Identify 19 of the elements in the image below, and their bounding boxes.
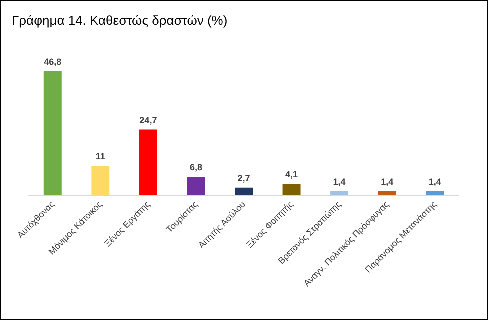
data-label: 24,7 bbox=[140, 115, 158, 126]
data-label: 1,4 bbox=[381, 176, 394, 187]
bar bbox=[330, 191, 349, 195]
data-label: 4,1 bbox=[286, 170, 298, 180]
data-label: 46,8 bbox=[44, 56, 62, 67]
data-label: 2,7 bbox=[238, 173, 250, 184]
data-label: 11 bbox=[96, 151, 106, 162]
bar bbox=[426, 191, 444, 195]
data-label: 1,4 bbox=[428, 176, 442, 187]
bar bbox=[378, 191, 396, 195]
bar bbox=[235, 188, 253, 195]
bar bbox=[44, 71, 62, 195]
chart-title: Γράφημα 14. Καθεστώς δραστών (%) bbox=[12, 13, 228, 28]
data-label: 6,8 bbox=[190, 162, 202, 173]
data-label: 1,4 bbox=[333, 176, 346, 187]
bar bbox=[139, 130, 158, 195]
bar bbox=[282, 184, 301, 195]
bar bbox=[92, 166, 110, 195]
bar bbox=[187, 177, 206, 195]
